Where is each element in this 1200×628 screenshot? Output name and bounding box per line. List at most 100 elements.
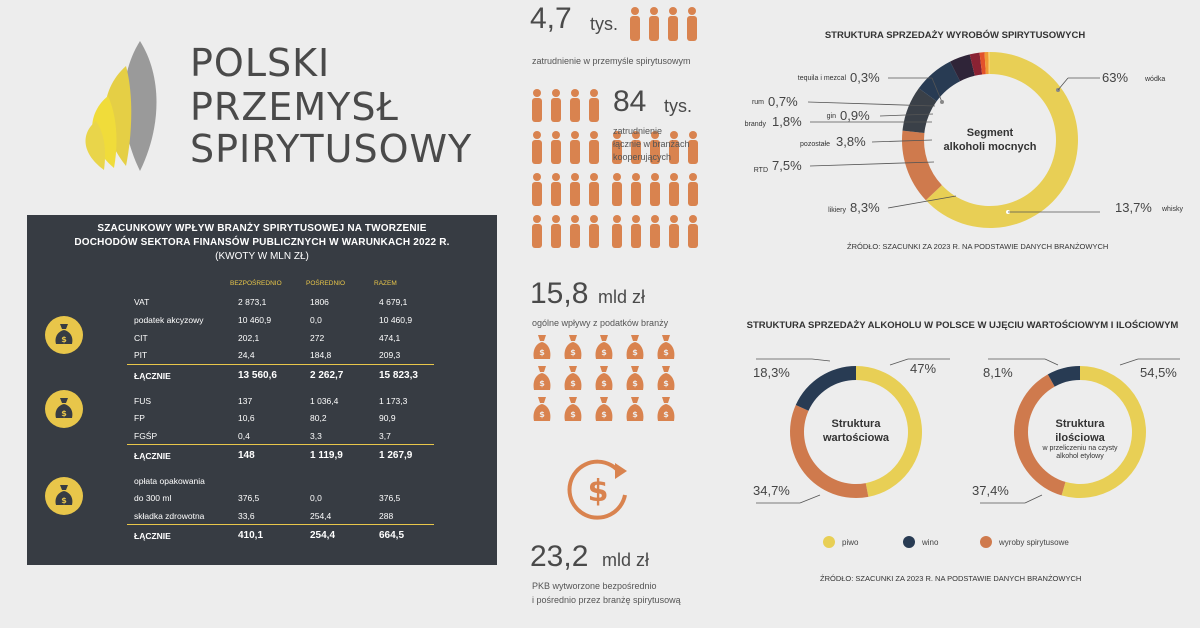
money-bag-icon: $ (533, 397, 551, 421)
person-icon (668, 7, 678, 41)
people-icons-row (630, 7, 697, 41)
slice-value: 3,8% (836, 134, 866, 149)
money-bags-grid: $ $ $ $ $ $ $ $ $ $ $ $ $ $ $ (533, 335, 675, 421)
slice-brandy (969, 52, 983, 76)
cell-indirect: 1806 (310, 297, 329, 307)
svg-text:$: $ (539, 410, 545, 419)
person-icon (631, 215, 641, 248)
taxes-value: 15,8 (530, 277, 589, 310)
cell-total: 209,3 (379, 350, 401, 360)
cell-direct: 0,4 (238, 431, 250, 441)
chart2-title: STRUKTURA SPRZEDAŻY ALKOHOLU W POLSCE W … (746, 320, 1179, 331)
slice-value: 54,5% (1140, 365, 1177, 380)
money-bag-icon: $ (595, 366, 613, 390)
total-label: ŁĄCZNIE (134, 371, 171, 381)
person-icon (589, 215, 599, 248)
person-icon (570, 89, 580, 122)
svg-text:$: $ (663, 410, 669, 419)
table-title-line1: SZACUNKOWY WPŁYW BRANŻY SPIRYTUSOWEJ NA … (97, 223, 427, 234)
money-bag-icon: $ (626, 335, 644, 359)
chart2-source: ŹRÓDŁO: SZACUNKI ZA 2023 R. NA PODSTAWIE… (820, 574, 1082, 583)
money-bag-icon: $ (45, 316, 83, 354)
slice-value: 0,7% (768, 94, 798, 109)
slice-name: likiery (828, 207, 846, 214)
person-icon (650, 131, 660, 164)
cell-total: 90,9 (379, 413, 396, 423)
slice-value: 0,9% (840, 108, 870, 123)
people-icons-grid-right (612, 131, 698, 248)
cooperating-value: 84 (613, 85, 647, 118)
person-icon (532, 131, 542, 164)
legend-label: wino (922, 538, 939, 547)
people-icons-grid (532, 89, 599, 248)
svg-text:$: $ (601, 410, 607, 419)
row-label: CIT (134, 333, 148, 343)
cell-indirect: 184,8 (310, 350, 332, 360)
total-direct: 148 (238, 450, 255, 461)
cell-direct: 202,1 (238, 333, 260, 343)
cell-direct: 10,6 (238, 413, 255, 423)
slice-value: 37,4% (972, 483, 1009, 498)
divider (127, 444, 434, 445)
person-icon (687, 7, 697, 41)
cell-total: 288 (379, 511, 394, 521)
person-icon (570, 173, 580, 206)
slice-rum (984, 52, 989, 75)
slice-pozostałe (950, 54, 975, 82)
row-label: opłata opakowania (134, 476, 205, 486)
person-icon (688, 131, 698, 164)
svg-text:$: $ (539, 379, 545, 388)
slice-wódka (925, 52, 1078, 228)
leader-line (889, 358, 909, 366)
svg-text:$: $ (588, 474, 609, 509)
money-bag-icon: $ (45, 390, 83, 428)
person-icon (612, 173, 622, 206)
person-icon (631, 173, 641, 206)
row-label: VAT (134, 297, 150, 307)
logo-icon (85, 41, 157, 171)
alcohol-structure-donut-charts: Struktura wartościowa 47% 18,3% 34,7% Struktu… (753, 358, 1180, 504)
slice-RTD (918, 61, 961, 102)
cooperating-desc-1: zatrudnienie (613, 126, 663, 136)
leader-line (1044, 358, 1059, 366)
svg-text:$: $ (632, 348, 638, 357)
person-icon (551, 215, 561, 248)
person-icon (570, 215, 580, 248)
logo-text-line2: PRZEMYSŁ (190, 85, 399, 129)
slice-name: pozostałe (800, 141, 830, 148)
person-icon (650, 173, 660, 206)
person-icon (532, 215, 542, 248)
cell-direct: 10 460,9 (238, 315, 272, 325)
leader-line (887, 195, 957, 209)
gdp-desc-2: i pośrednio przez branżę spirytusową (532, 595, 681, 605)
slice-value: 0,3% (850, 70, 880, 85)
slice-name: brandy (745, 121, 767, 128)
money-bag-icon: $ (564, 335, 582, 359)
slice-whisky (902, 130, 942, 201)
chart1-center-label: alkoholi mocnych (944, 141, 1037, 153)
col-header-total: RAZEM (374, 280, 397, 287)
leader-line (871, 139, 933, 143)
legend-label: piwo (842, 538, 859, 547)
person-icon (570, 131, 580, 164)
cell-direct: 24,4 (238, 350, 255, 360)
cell-indirect: 3,3 (310, 431, 322, 441)
svg-text:$: $ (61, 335, 67, 344)
person-icon (688, 215, 698, 248)
svg-text:$: $ (539, 348, 545, 357)
total-indirect: 1 119,9 (310, 450, 343, 461)
slice-name: wódka (1144, 76, 1165, 83)
cell-direct: 33,6 (238, 511, 255, 521)
money-bag-icon: $ (657, 397, 675, 421)
svg-text:$: $ (601, 348, 607, 357)
cooperating-desc-2: łącznie w branżach (613, 139, 690, 149)
cell-total: 1 173,3 (379, 396, 408, 406)
row-label: FP (134, 413, 145, 423)
total-total: 664,5 (379, 530, 405, 541)
svg-text:$: $ (61, 409, 67, 418)
person-icon (630, 7, 640, 41)
table-subtitle: (KWOTY W MLN ZŁ) (215, 251, 309, 262)
svg-text:$: $ (61, 496, 67, 505)
row-label: FGŚP (134, 431, 158, 441)
money-bag-icon: $ (657, 335, 675, 359)
